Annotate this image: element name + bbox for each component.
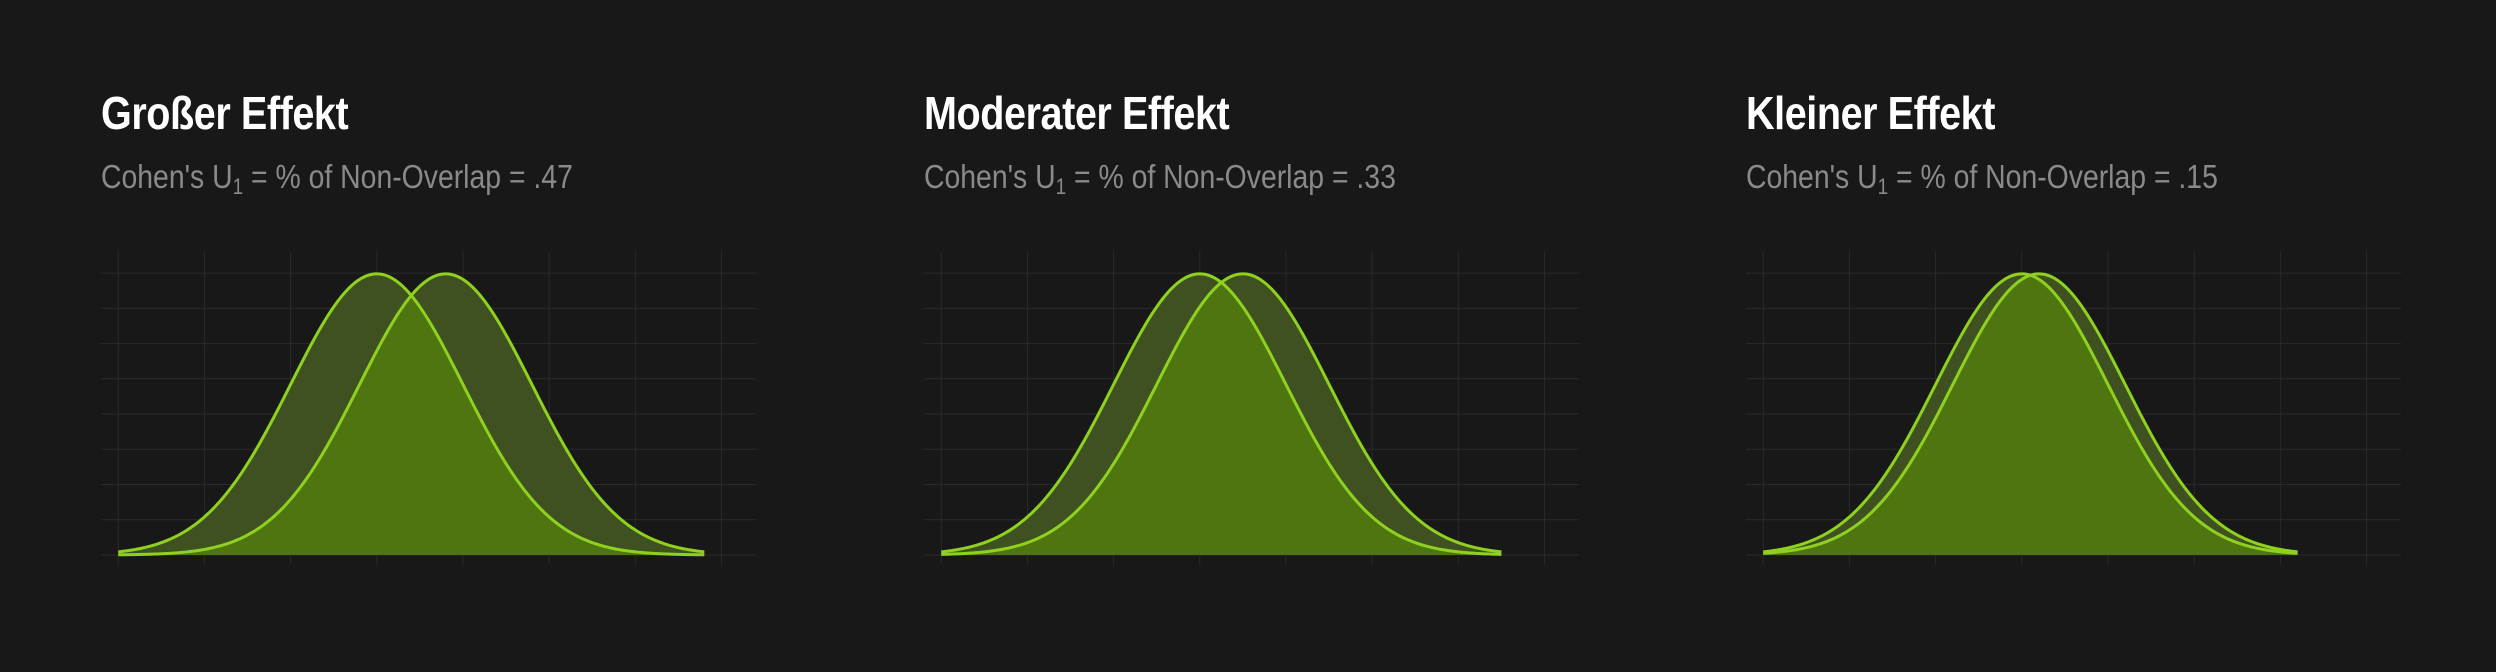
- subtitle-subscript: 1: [232, 174, 244, 199]
- density-plot: [1746, 251, 2401, 565]
- overlap-area: [941, 282, 1502, 555]
- subtitle-suffix: = % of Non-Overlap = .15: [1888, 158, 2218, 195]
- chart-panel-small-effect: Kleiner Effekt Cohen's U1 = % of Non-Ove…: [1746, 0, 2446, 672]
- subtitle-suffix: = % of Non-Overlap = .33: [1066, 158, 1396, 195]
- subtitle-prefix: Cohen's U: [924, 158, 1056, 195]
- density-plot: [101, 251, 756, 565]
- subtitle-subscript: 1: [1055, 174, 1067, 199]
- overlap-area: [1763, 275, 2298, 555]
- chart-subtitle: Cohen's U1 = % of Non-Overlap = .33: [924, 158, 1396, 200]
- chart-subtitle: Cohen's U1 = % of Non-Overlap = .47: [101, 158, 573, 200]
- overlap-area: [118, 295, 705, 555]
- chart-title: Großer Effekt: [101, 87, 349, 139]
- subtitle-prefix: Cohen's U: [1746, 158, 1878, 195]
- chart-title: Moderater Effekt: [924, 87, 1230, 139]
- density-plot: [924, 251, 1579, 565]
- curve-group-2: [1763, 272, 2298, 555]
- chart-subtitle: Cohen's U1 = % of Non-Overlap = .15: [1746, 158, 2218, 200]
- chart-panel-large-effect: Großer Effekt Cohen's U1 = % of Non-Over…: [101, 0, 801, 672]
- subtitle-suffix: = % of Non-Overlap = .47: [243, 158, 573, 195]
- subtitle-prefix: Cohen's U: [101, 158, 233, 195]
- curve-group-2: [941, 272, 1502, 556]
- chart-title: Kleiner Effekt: [1746, 87, 1995, 139]
- chart-panel-moderate-effect: Moderater Effekt Cohen's U1 = % of Non-O…: [924, 0, 1624, 672]
- subtitle-subscript: 1: [1877, 174, 1889, 199]
- curve-group-2: [118, 272, 705, 557]
